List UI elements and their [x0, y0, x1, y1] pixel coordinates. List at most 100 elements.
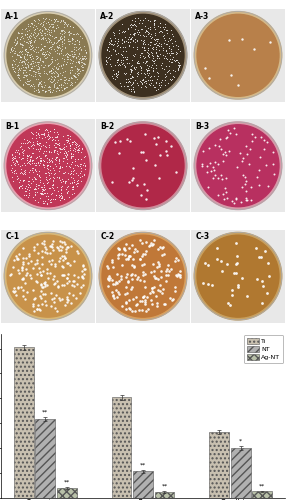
Point: [27, 250, 31, 258]
Point: [234, 269, 238, 277]
Point: [29, 129, 34, 137]
Point: [144, 79, 148, 87]
Point: [33, 184, 37, 192]
Point: [161, 51, 166, 59]
Point: [139, 78, 144, 86]
Point: [155, 298, 159, 306]
Point: [146, 24, 151, 32]
Point: [42, 132, 47, 140]
Point: [36, 82, 40, 90]
Point: [39, 29, 43, 37]
Point: [18, 35, 23, 43]
Point: [20, 56, 25, 64]
Text: A-1: A-1: [5, 12, 19, 20]
Point: [63, 18, 67, 26]
Point: [105, 46, 109, 54]
Point: [62, 154, 66, 162]
Point: [50, 164, 55, 172]
Point: [54, 68, 59, 76]
Point: [62, 22, 66, 30]
Point: [39, 134, 44, 142]
Point: [60, 38, 65, 46]
Point: [228, 129, 232, 137]
Point: [66, 76, 71, 84]
Point: [130, 44, 135, 52]
Point: [33, 175, 38, 183]
Point: [216, 174, 220, 182]
Point: [59, 194, 64, 202]
Point: [17, 176, 22, 184]
Point: [48, 66, 53, 74]
Point: [52, 294, 56, 302]
Point: [116, 29, 121, 37]
Point: [155, 68, 160, 76]
Point: [38, 292, 43, 300]
Point: [41, 156, 45, 164]
Point: [165, 29, 169, 37]
Point: [65, 182, 70, 190]
Point: [60, 45, 65, 53]
Point: [70, 185, 74, 193]
Point: [71, 291, 76, 299]
Point: [149, 284, 154, 292]
Point: [10, 164, 15, 172]
Point: [18, 53, 22, 61]
Point: [50, 296, 55, 304]
Point: [55, 173, 59, 181]
Point: [123, 42, 128, 50]
Point: [57, 81, 61, 89]
Point: [14, 157, 19, 165]
Point: [62, 148, 67, 156]
Point: [35, 140, 40, 148]
Point: [84, 48, 88, 56]
Point: [157, 42, 162, 50]
Point: [43, 196, 47, 204]
Point: [64, 150, 69, 158]
Point: [175, 58, 180, 66]
Point: [39, 157, 43, 165]
Point: [52, 72, 56, 80]
Point: [69, 56, 74, 64]
Point: [72, 52, 76, 60]
Point: [35, 188, 39, 196]
Point: [226, 299, 230, 307]
Point: [243, 173, 248, 181]
Point: [66, 50, 71, 58]
Point: [81, 261, 85, 269]
Point: [175, 65, 180, 73]
Point: [223, 188, 228, 196]
Point: [78, 46, 83, 54]
Point: [159, 81, 164, 89]
Point: [172, 66, 177, 74]
Point: [142, 28, 147, 36]
Point: [16, 73, 21, 81]
Point: [11, 46, 15, 54]
Point: [261, 136, 266, 144]
Point: [113, 76, 118, 84]
Point: [52, 15, 57, 23]
Point: [135, 274, 140, 282]
Point: [70, 36, 74, 44]
Point: [121, 47, 125, 55]
Point: [45, 30, 49, 38]
Point: [83, 266, 88, 274]
Point: [112, 280, 117, 288]
Point: [55, 44, 60, 52]
Point: [110, 178, 114, 186]
Point: [17, 70, 22, 78]
Point: [65, 259, 70, 267]
Point: [44, 138, 48, 146]
Point: [31, 173, 36, 181]
Point: [23, 182, 28, 190]
Point: [128, 30, 132, 38]
Point: [33, 182, 38, 190]
Point: [55, 38, 60, 46]
Point: [132, 87, 137, 95]
Point: [52, 128, 57, 136]
Point: [157, 23, 162, 31]
Point: [77, 44, 81, 52]
Point: [105, 264, 110, 272]
Point: [177, 62, 181, 70]
Point: [19, 54, 23, 62]
Point: [116, 37, 120, 45]
